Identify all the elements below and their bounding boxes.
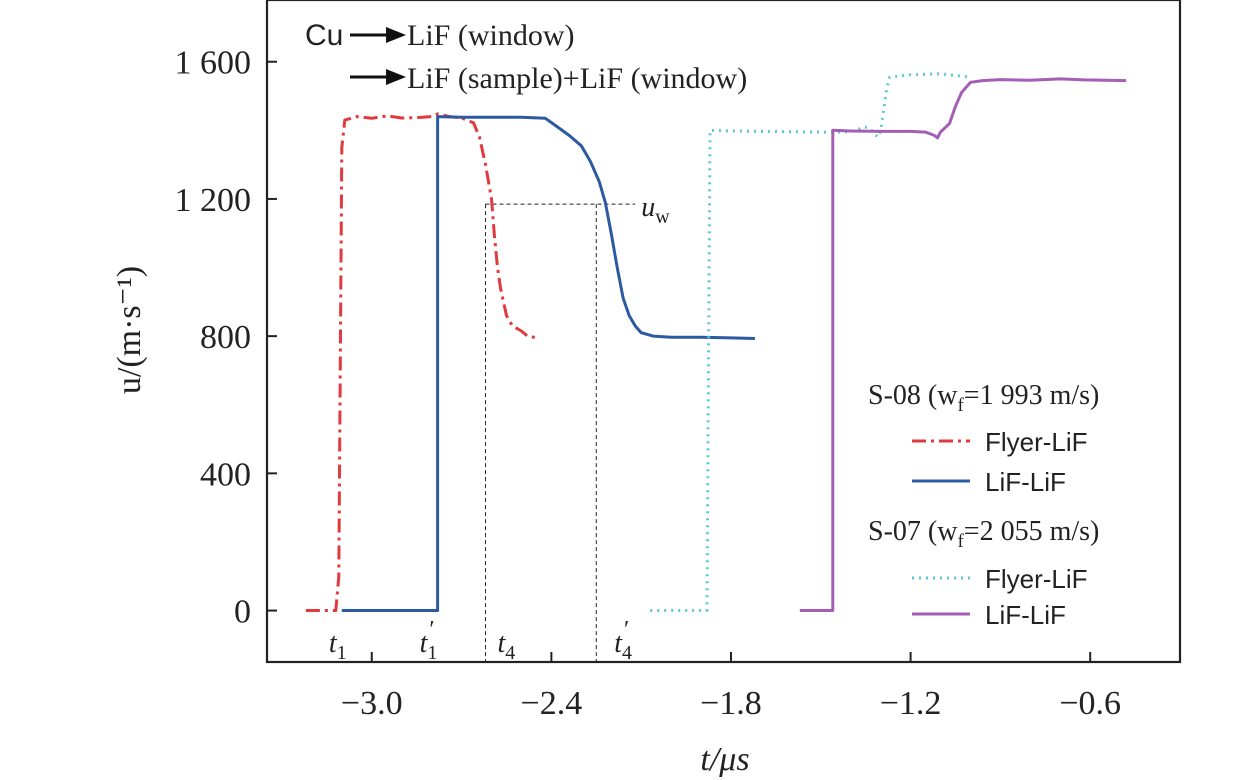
series-layer xyxy=(305,72,1127,612)
arrow-right-icon xyxy=(350,69,406,85)
t4-annotation: t4 xyxy=(498,628,516,664)
x-tick-label: −3.0 xyxy=(341,685,403,722)
schema-sample-label: LiF (sample)+LiF (window) xyxy=(407,62,747,95)
t4-prime-annotation: t4′ xyxy=(614,617,632,664)
uw-annotation: uw xyxy=(641,192,670,228)
x-tick-label: −1.8 xyxy=(700,685,762,722)
x-tick-label: −1.2 xyxy=(880,685,942,722)
series-line-0 xyxy=(305,112,537,612)
legend-label-s08-flyer: Flyer-LiF xyxy=(985,427,1088,457)
legend-label-s07-flyer: Flyer-LiF xyxy=(985,564,1088,594)
schema-window-label: LiF (window) xyxy=(407,19,575,52)
arrow-right-icon xyxy=(350,27,406,43)
y-tick-label: 1 600 xyxy=(175,45,252,82)
y-tick-label: 400 xyxy=(200,456,251,493)
y-tick-label: 0 xyxy=(234,594,251,631)
legend-group-s07-title: S-07 (wf=2 055 m/s) xyxy=(868,516,1099,552)
plot-frame xyxy=(265,0,1182,664)
t1-prime-annotation: t1′ xyxy=(420,617,438,664)
x-axis-label-text: t/μs xyxy=(700,741,749,778)
legend-label-s07-lif: LiF-LiF xyxy=(985,600,1066,630)
tick-layer: −3.0 −2.4 −1.8 −1.2 −0.6 0 400 800 1 200 1 600 xyxy=(175,45,1122,722)
x-axis-label: t/μs xyxy=(700,741,749,778)
series-line-1 xyxy=(341,115,755,612)
legend-group-s08-title: S-08 (wf=1 993 m/s) xyxy=(868,380,1099,416)
y-tick-label: 800 xyxy=(200,319,251,356)
legend-label-s08-lif: LiF-LiF xyxy=(985,467,1066,497)
t1-annotation: t1 xyxy=(329,628,347,664)
y-axis-label-text: u/(m·s⁻¹) xyxy=(111,266,148,394)
y-axis-label: u/(m·s⁻¹) xyxy=(111,266,148,394)
svg-text:t/μs: t/μs xyxy=(700,741,749,778)
schema-cu-label: Cu xyxy=(305,19,343,52)
series-line-2 xyxy=(650,72,971,612)
legend: S-08 (wf=1 993 m/s) Flyer-LiF LiF-LiF S-… xyxy=(868,380,1099,630)
x-tick-label: −2.4 xyxy=(521,685,583,722)
schema-annotation: Cu LiF (window) LiF (sample)+LiF (window… xyxy=(305,19,747,95)
series-line-3 xyxy=(799,77,1127,612)
y-tick-label: 1 200 xyxy=(175,182,252,219)
x-tick-label: −0.6 xyxy=(1059,685,1121,722)
annotation-layer: uw t1 t1′ t4 t4′ xyxy=(329,192,670,664)
